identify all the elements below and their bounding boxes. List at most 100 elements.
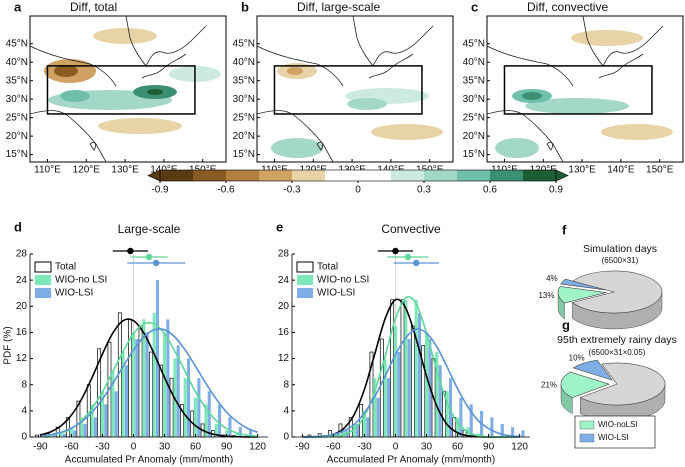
y-tick-label: 0 — [283, 432, 289, 443]
mean-marker — [404, 253, 412, 261]
bar — [383, 358, 387, 437]
y-tick-label: 20°N — [233, 131, 255, 142]
mean-marker — [127, 247, 134, 255]
colorbar-cell — [358, 170, 392, 181]
y-tick-label: 4 — [283, 405, 289, 416]
y-tick-label: 45°N — [233, 38, 255, 49]
bar — [445, 391, 449, 437]
legend-swatch — [579, 433, 595, 443]
bar — [373, 378, 377, 437]
x-tick-label: -60 — [326, 442, 341, 453]
bar — [90, 404, 94, 437]
bar — [73, 430, 77, 437]
bar — [162, 332, 167, 437]
colorbar-tick-label: -0.6 — [217, 185, 235, 196]
x-tick-label: -30 — [357, 442, 372, 453]
y-tick-label: 25°N — [233, 112, 255, 123]
bar — [166, 319, 170, 437]
panel-label: c — [471, 0, 478, 14]
y-tick-label: 45°N — [463, 38, 485, 49]
pie-title: Simulation days — [583, 243, 657, 255]
mean-marker — [392, 247, 399, 255]
y-tick-label: 12 — [278, 353, 290, 364]
y-tick-label: 24 — [278, 275, 290, 286]
bar — [352, 423, 356, 437]
bar — [417, 312, 422, 437]
colorbar-cell — [391, 170, 425, 181]
x-tick-label: 30 — [421, 442, 433, 453]
colorbar-cell — [292, 170, 326, 181]
bar — [121, 352, 125, 437]
legend-label: WIO-LSI — [317, 288, 355, 299]
bar — [124, 365, 128, 437]
y-axis-label: PDF (%) — [3, 326, 14, 364]
colorbar-cell — [325, 170, 359, 181]
y-tick-label: 16 — [278, 327, 290, 338]
legend-swatch — [297, 288, 313, 298]
bar — [69, 427, 73, 437]
bar — [400, 299, 405, 438]
y-tick-label: 20°N — [463, 131, 485, 142]
map-a — [30, 16, 226, 162]
colorbar-cell — [457, 170, 491, 181]
bar — [148, 351, 153, 438]
colorbar-cell — [160, 170, 194, 181]
bar — [386, 378, 390, 437]
bar — [159, 364, 164, 438]
bar — [245, 435, 249, 437]
bar — [500, 423, 504, 437]
bar — [225, 430, 229, 437]
map-c — [487, 16, 683, 162]
bar — [376, 397, 380, 437]
mean-marker — [153, 259, 160, 267]
x-tick-label: 120°E — [73, 165, 101, 176]
bar — [238, 427, 242, 437]
x-tick-label: -90 — [295, 442, 310, 453]
pie-subtitle: (6500×31) — [602, 256, 639, 265]
bar — [207, 391, 211, 437]
y-tick-label: 45°N — [6, 38, 28, 49]
bar — [424, 332, 429, 437]
y-tick-label: 12 — [16, 353, 28, 364]
map-title: Diff, convective — [527, 0, 608, 14]
y-tick-label: 15°N — [463, 149, 485, 160]
x-axis-label: Accumulated Pr Anomaly (mm/month) — [327, 455, 495, 466]
bar — [362, 410, 366, 437]
bar — [80, 417, 84, 437]
colorbar-cell — [490, 170, 524, 181]
legend-swatch — [296, 261, 314, 273]
y-tick-label: 15°N — [233, 149, 255, 160]
bar — [131, 332, 136, 437]
y-tick-label: 30°N — [233, 94, 255, 105]
colorbar-tick-label: -0.9 — [151, 185, 169, 196]
x-tick-label: 110°E — [34, 165, 61, 176]
bar — [142, 319, 146, 437]
bar — [249, 430, 253, 437]
legend-label: WIO-noLSI — [598, 420, 638, 429]
bar — [407, 338, 411, 437]
bar — [155, 280, 160, 437]
y-tick-label: 30°N — [6, 94, 28, 105]
pie-side-shade — [572, 292, 662, 329]
y-tick-label: 16 — [16, 327, 28, 338]
map-frame — [256, 15, 454, 163]
colorbar-cell — [523, 170, 557, 181]
y-tick-label: 35°N — [233, 75, 255, 86]
bar — [366, 417, 370, 437]
bar — [397, 352, 401, 437]
legend-label: WIO-LSI — [55, 288, 93, 299]
y-tick-label: 0 — [21, 432, 27, 443]
bar — [135, 338, 139, 437]
bar — [456, 417, 460, 437]
bar — [83, 423, 87, 437]
panel-label: b — [241, 0, 249, 14]
x-tick-label: -30 — [95, 442, 110, 453]
bar — [218, 404, 222, 437]
bar — [176, 345, 180, 437]
region-box — [273, 65, 423, 115]
bar — [114, 391, 118, 437]
y-tick-label: 4 — [21, 405, 27, 416]
bar — [235, 433, 239, 437]
bar — [93, 417, 97, 437]
bar — [59, 433, 63, 437]
